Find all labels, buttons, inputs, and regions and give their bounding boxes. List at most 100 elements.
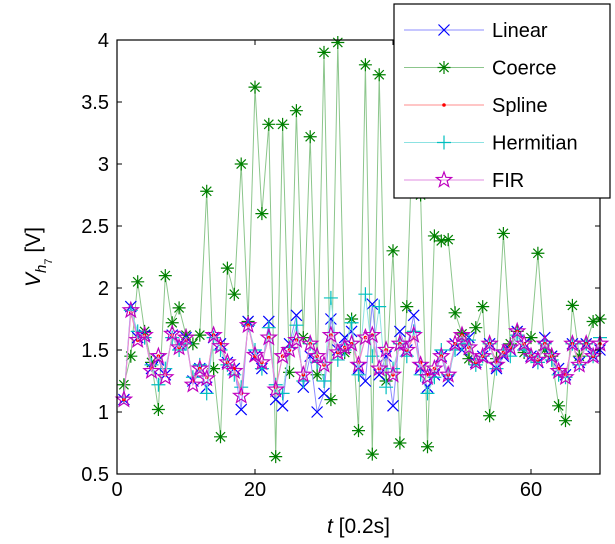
y-tick-label: 1.5 bbox=[81, 340, 109, 362]
data-point-fir bbox=[349, 355, 368, 373]
x-tick-label: 20 bbox=[244, 479, 266, 501]
data-point-fir bbox=[314, 355, 334, 373]
data-point-fir bbox=[156, 367, 175, 386]
data-point-fir bbox=[218, 352, 237, 371]
data-point-coerce bbox=[207, 362, 221, 376]
data-point-fir bbox=[397, 340, 417, 358]
data-point-fir bbox=[211, 336, 230, 355]
legend-marker-hermitian bbox=[437, 135, 451, 150]
data-point-fir bbox=[556, 367, 575, 386]
series-layer bbox=[114, 35, 610, 464]
data-point-hermitian bbox=[358, 287, 373, 302]
legend-marker-fir bbox=[434, 170, 454, 188]
data-point-linear bbox=[235, 403, 248, 416]
legend-label-coerce: Coerce bbox=[492, 58, 556, 80]
data-point-coerce bbox=[276, 117, 290, 131]
data-point-fir bbox=[459, 337, 479, 356]
data-point-hermitian bbox=[420, 386, 435, 401]
x-tick-label: 60 bbox=[520, 479, 542, 501]
data-point-coerce bbox=[117, 378, 131, 392]
data-point-coerce bbox=[214, 430, 227, 444]
data-point-coerce bbox=[289, 104, 303, 118]
data-point-fir bbox=[425, 358, 444, 377]
data-point-fir bbox=[245, 345, 265, 363]
data-point-fir bbox=[114, 389, 134, 408]
data-point-fir bbox=[321, 325, 341, 344]
data-point-coerce bbox=[531, 246, 545, 260]
x-tick-label: 40 bbox=[382, 479, 404, 501]
data-point-fir bbox=[452, 325, 472, 344]
data-point-coerce bbox=[255, 207, 269, 221]
data-point-coerce bbox=[448, 306, 462, 320]
legend-label-fir: FIR bbox=[492, 170, 524, 192]
data-point-fir bbox=[287, 330, 306, 348]
data-point-coerce bbox=[200, 184, 214, 198]
data-point-fir bbox=[507, 321, 527, 340]
data-point-coerce bbox=[427, 229, 441, 243]
data-point-hermitian bbox=[344, 315, 359, 330]
data-point-coerce bbox=[303, 130, 317, 144]
data-point-coerce bbox=[179, 328, 193, 342]
data-point-linear bbox=[318, 387, 330, 400]
data-point-coerce bbox=[421, 440, 434, 454]
data-point-coerce bbox=[386, 244, 400, 258]
data-point-coerce bbox=[565, 298, 579, 312]
data-point-linear bbox=[359, 375, 372, 387]
legend-item-coerce: Coerce bbox=[404, 58, 556, 80]
data-point-fir bbox=[514, 334, 534, 352]
data-point-fir bbox=[300, 334, 320, 352]
legend-marker-linear bbox=[438, 24, 450, 36]
data-point-linear bbox=[387, 399, 399, 412]
data-point-fir bbox=[528, 350, 548, 368]
data-point-fir bbox=[121, 300, 141, 319]
data-point-fir bbox=[231, 386, 251, 404]
data-point-fir bbox=[197, 368, 216, 387]
data-point-fir bbox=[432, 346, 451, 365]
legend-box bbox=[393, 3, 611, 199]
series-fir bbox=[114, 300, 610, 408]
data-point-coerce bbox=[483, 409, 497, 423]
data-point-linear bbox=[276, 399, 289, 412]
legend-item-linear: Linear bbox=[404, 20, 548, 42]
legend-label-spline: Spline bbox=[492, 95, 548, 117]
data-point-fir bbox=[176, 327, 196, 346]
data-point-fir bbox=[335, 337, 354, 356]
data-point-fir bbox=[342, 334, 361, 352]
data-point-fir bbox=[363, 325, 382, 344]
data-point-coerce bbox=[310, 368, 324, 382]
data-point-hermitian bbox=[372, 299, 387, 314]
legend-item-spline: Spline bbox=[404, 95, 548, 117]
data-point-coerce bbox=[372, 68, 386, 82]
data-point-hermitian bbox=[172, 343, 187, 357]
data-point-coerce bbox=[172, 301, 186, 315]
data-point-coerce bbox=[352, 424, 365, 438]
data-point-fir bbox=[259, 327, 279, 346]
data-point-fir bbox=[169, 337, 189, 356]
data-point-coerce bbox=[227, 287, 241, 301]
data-point-hermitian bbox=[323, 290, 338, 305]
data-point-coerce bbox=[496, 226, 510, 240]
data-point-fir bbox=[404, 325, 423, 344]
data-point-coerce bbox=[165, 316, 179, 330]
data-point-fir bbox=[542, 346, 561, 365]
data-point-fir bbox=[225, 361, 244, 379]
data-point-coerce bbox=[559, 414, 572, 428]
data-point-fir bbox=[445, 334, 465, 352]
data-point-spline bbox=[122, 397, 126, 402]
data-point-fir bbox=[266, 379, 285, 398]
data-point-coerce bbox=[400, 300, 414, 314]
data-point-fir bbox=[480, 334, 499, 352]
data-point-fir bbox=[183, 374, 203, 393]
data-point-coerce bbox=[220, 261, 234, 275]
data-point-fir bbox=[438, 365, 458, 383]
data-point-fir bbox=[356, 327, 375, 346]
data-point-hermitian bbox=[468, 357, 483, 372]
data-point-coerce bbox=[393, 436, 407, 450]
data-point-coerce bbox=[441, 233, 455, 247]
data-point-fir bbox=[252, 352, 272, 371]
data-point-coerce bbox=[262, 117, 276, 131]
data-point-fir bbox=[142, 361, 161, 379]
data-point-coerce bbox=[234, 157, 248, 171]
data-point-fir bbox=[294, 365, 313, 383]
data-point-linear bbox=[311, 406, 324, 418]
